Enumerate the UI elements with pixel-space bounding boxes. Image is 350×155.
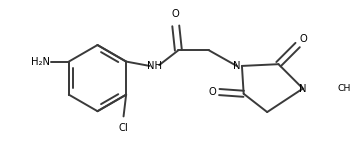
Text: O: O	[172, 9, 180, 19]
Text: NH: NH	[147, 61, 161, 71]
Text: N: N	[299, 84, 307, 94]
Text: O: O	[300, 34, 308, 44]
Text: N: N	[233, 61, 240, 71]
Text: CH₃: CH₃	[338, 84, 350, 93]
Text: O: O	[209, 87, 216, 97]
Text: Cl: Cl	[119, 123, 128, 133]
Text: H₂N: H₂N	[31, 57, 50, 67]
